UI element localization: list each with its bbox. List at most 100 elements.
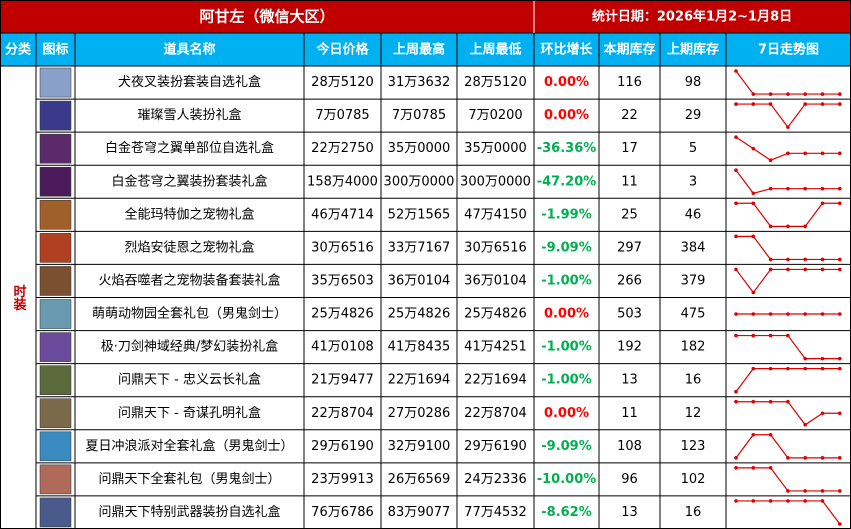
stock: 17 (621, 141, 638, 156)
trend-point (838, 267, 842, 272)
trend-point (786, 333, 790, 338)
prev-stock: 16 (685, 505, 702, 520)
stock: 96 (621, 472, 638, 487)
column-header-bar (0, 33, 851, 66)
prev-stock: 46 (685, 207, 702, 222)
name: 问鼎天下 - 奇谋孔明礼盒 (118, 405, 261, 421)
trend-point (751, 366, 756, 371)
change: -9.09% (541, 240, 592, 255)
high: 52万1565 (388, 207, 451, 222)
trend-point (751, 146, 756, 151)
low: 300万0000 (460, 174, 531, 189)
name: 极·刀剑神域经典/梦幻装扮礼盒 (101, 339, 279, 355)
trend-point (768, 432, 773, 437)
title: 阿甘左（微信大区） (199, 8, 334, 26)
category: 时装 (11, 284, 28, 312)
high: 25万4826 (388, 307, 451, 322)
stock: 13 (621, 373, 638, 388)
trend-point (768, 499, 773, 503)
high: 32万9100 (388, 439, 451, 454)
trend-point (820, 312, 825, 316)
item-icon (39, 67, 72, 98)
column-header: 图标 (42, 42, 68, 58)
prev-stock: 16 (685, 373, 702, 388)
prev-stock: 5 (689, 141, 697, 156)
trend-point (803, 499, 807, 503)
stock: 192 (617, 340, 642, 355)
item-icon (39, 398, 72, 429)
trend-point (803, 489, 807, 493)
high: 83万9077 (388, 505, 451, 520)
trend-point (803, 422, 807, 427)
low: 7万0200 (468, 108, 522, 123)
trend-point (838, 151, 842, 156)
low: 77万4532 (464, 505, 527, 520)
change: -9.09% (541, 439, 592, 454)
name: 白金苍穹之翼单部位自选礼盒 (105, 140, 274, 156)
trend-point (838, 102, 842, 106)
today: 76万6786 (311, 505, 374, 520)
prev-stock: 182 (681, 340, 706, 355)
trend-point (786, 499, 790, 503)
prev-stock: 98 (685, 75, 702, 90)
trend-point (734, 135, 738, 139)
change: 0.00% (544, 307, 589, 322)
item-icon (39, 365, 72, 395)
column-header: 7日走势图 (758, 42, 819, 58)
trend-point (820, 102, 825, 106)
trend-point (768, 333, 773, 338)
name: 全能玛特伽之宠物礼盒 (124, 206, 254, 222)
trend-point (820, 186, 825, 191)
high: 22万1694 (388, 373, 451, 388)
stock: 108 (617, 439, 642, 454)
prev-stock: 29 (685, 108, 702, 123)
trend-point (751, 201, 756, 206)
high: 36万0104 (388, 273, 451, 288)
trend-point (803, 224, 807, 229)
change: -1.00% (541, 373, 592, 388)
stock: 22 (621, 108, 638, 123)
trend-point (751, 432, 756, 437)
today: 29万6190 (311, 439, 374, 454)
trend-point (751, 312, 756, 316)
trend-point (838, 186, 842, 191)
trend-point (803, 186, 807, 191)
item-icon (39, 166, 72, 197)
trend-point (803, 366, 807, 371)
high: 27万0286 (388, 406, 451, 421)
trend-point (734, 466, 738, 470)
trend-point (820, 356, 825, 361)
column-header: 分类 (5, 42, 32, 58)
trend-point (838, 522, 842, 526)
name: 夏日冲浪派对全套礼盒（男鬼剑士） (85, 438, 293, 454)
low: 24万2336 (464, 472, 527, 487)
trend-point (751, 191, 756, 196)
trend-point (786, 92, 790, 96)
trend-point (803, 151, 807, 156)
column-header: 上期库存 (667, 42, 719, 58)
high: 300万0000 (384, 174, 455, 189)
trend-point (751, 333, 756, 338)
today: 23万9913 (311, 472, 374, 487)
today: 25万4826 (311, 307, 374, 322)
trend-point (803, 356, 807, 361)
trend-point (820, 267, 825, 272)
trend-point (820, 411, 825, 416)
trend-point (786, 489, 790, 493)
trend-point (768, 186, 773, 191)
trend-point (768, 366, 773, 371)
trend-point (838, 411, 842, 416)
trend-point (734, 312, 738, 316)
trend-point (768, 466, 773, 470)
today: 21万9477 (311, 373, 374, 388)
trend-point (768, 312, 773, 316)
change: -47.20% (537, 174, 597, 189)
change: 0.00% (544, 406, 589, 421)
stock: 25 (621, 207, 638, 222)
item-icon (39, 431, 72, 462)
trend-point (768, 257, 773, 262)
stock: 116 (617, 75, 642, 90)
trend-point (820, 201, 825, 206)
change: -10.00% (537, 472, 597, 487)
change: -36.36% (537, 141, 597, 156)
